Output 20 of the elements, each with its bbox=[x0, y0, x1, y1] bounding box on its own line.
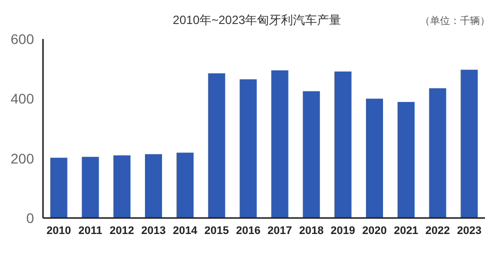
x-tick-label: 2013 bbox=[141, 225, 166, 237]
x-tick-label: 2018 bbox=[299, 225, 324, 237]
x-tick-label: 2020 bbox=[362, 225, 387, 237]
x-tick-label: 2022 bbox=[425, 225, 450, 237]
text: （单位：千辆） bbox=[420, 15, 490, 27]
x-tick-label: 2023 bbox=[456, 225, 482, 237]
x-tick-label: 2011 bbox=[78, 225, 102, 237]
x-tick-label: 2017 bbox=[268, 225, 292, 237]
x-tick-label: 2016 bbox=[236, 225, 260, 237]
y-tick-label: 400 bbox=[10, 90, 34, 107]
x-tick-label: 2010 bbox=[46, 225, 72, 237]
y-tick-label: 0 bbox=[26, 210, 34, 226]
y-tick-label: 200 bbox=[10, 150, 34, 166]
chart-title: 2010年~2023年匈牙利汽车产量 bbox=[172, 13, 342, 27]
x-tick-label: 2015 bbox=[204, 225, 229, 237]
x-tick-label: 2021 bbox=[394, 225, 418, 237]
y-tick-label: 600 bbox=[10, 31, 34, 47]
x-tick-label: 2019 bbox=[330, 225, 356, 237]
x-tick-label: 2014 bbox=[172, 225, 198, 237]
x-tick-label: 2012 bbox=[110, 225, 134, 237]
